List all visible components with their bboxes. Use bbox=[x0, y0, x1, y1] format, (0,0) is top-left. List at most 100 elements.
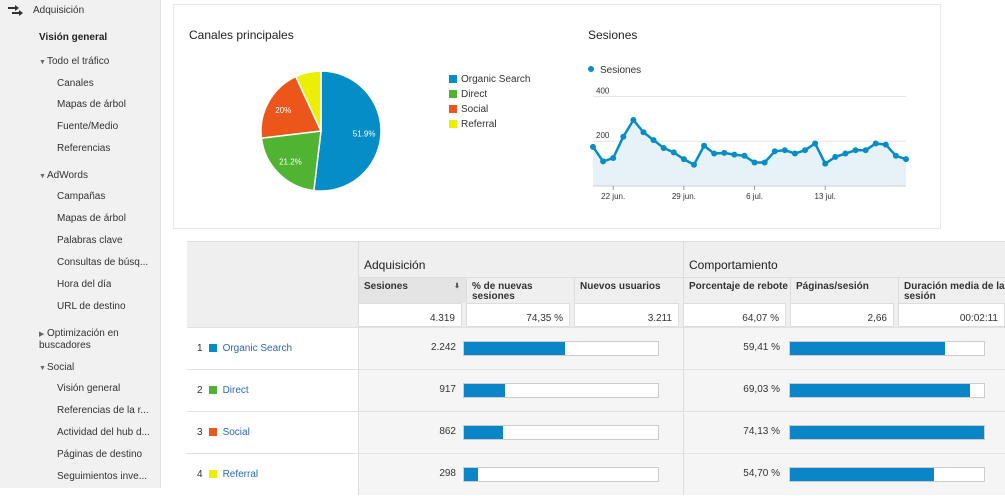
row-sessions-bar-fill bbox=[464, 426, 503, 439]
sessions-point[interactable] bbox=[761, 159, 768, 166]
row-sessions-value: 917 bbox=[439, 384, 456, 395]
sidebar-item-actividad-hub[interactable]: Actividad del hub d... bbox=[57, 427, 150, 438]
sidebar-item-vision-general[interactable]: Visión general bbox=[39, 32, 108, 43]
sidebar-item-mapas-arbol-adwords[interactable]: Mapas de árbol bbox=[57, 213, 126, 224]
sessions-point[interactable] bbox=[600, 158, 607, 165]
sessions-point[interactable] bbox=[862, 147, 869, 154]
table-header-empty-2 bbox=[187, 303, 358, 327]
sessions-point[interactable] bbox=[882, 141, 889, 148]
total-nuevos-usuarios: 3.211 bbox=[574, 303, 679, 327]
sidebar-item-seguimientos[interactable]: Seguimientos inve... bbox=[57, 471, 148, 482]
row-bounce-value: 69,03 % bbox=[743, 384, 780, 395]
sessions-point[interactable] bbox=[791, 150, 798, 157]
sessions-point[interactable] bbox=[670, 149, 677, 156]
sessions-point[interactable] bbox=[701, 142, 708, 149]
sessions-point[interactable] bbox=[731, 151, 738, 158]
table-row-name: 3 Social bbox=[187, 411, 358, 453]
sessions-point[interactable] bbox=[620, 133, 627, 140]
pie-slice-label: 21.2% bbox=[279, 158, 302, 167]
sessions-point[interactable] bbox=[751, 159, 758, 166]
column-header-rebote[interactable]: Porcentaje de rebote bbox=[683, 277, 790, 303]
sidebar-item-referencias[interactable]: Referencias bbox=[57, 143, 111, 154]
row-channel-link[interactable]: Organic Search bbox=[222, 343, 293, 354]
legend-item-organic[interactable]: Organic Search bbox=[449, 74, 530, 85]
sidebar-item-campanas[interactable]: Campañas bbox=[57, 191, 106, 202]
row-rank: 1 bbox=[197, 343, 203, 354]
legend-swatch bbox=[449, 90, 457, 98]
sessions-area bbox=[593, 119, 906, 186]
sessions-point[interactable] bbox=[832, 153, 839, 160]
sessions-point[interactable] bbox=[680, 156, 687, 163]
sessions-point[interactable] bbox=[771, 148, 778, 155]
sidebar-item-optimizacion[interactable]: ▶ Optimización en buscadores bbox=[39, 328, 119, 351]
sessions-point[interactable] bbox=[610, 155, 617, 162]
sidebar-item-consultas[interactable]: Consultas de búsq... bbox=[57, 257, 149, 268]
sessions-legend[interactable]: Sesiones bbox=[588, 65, 641, 76]
sessions-point[interactable] bbox=[852, 147, 859, 154]
sessions-point[interactable] bbox=[630, 116, 637, 123]
column-header-duracion[interactable]: Duración media de la sesión bbox=[898, 277, 1005, 303]
legend-item-referral[interactable]: Referral bbox=[449, 119, 497, 130]
row-bounce-bar bbox=[789, 341, 985, 356]
sidebar-item-hora-del-dia[interactable]: Hora del día bbox=[57, 279, 112, 290]
row-bounce-bar bbox=[789, 425, 985, 440]
row-color-swatch bbox=[208, 470, 217, 478]
pie-slice-referral[interactable] bbox=[294, 70, 322, 132]
sidebar-item-social[interactable]: ▼Social bbox=[39, 362, 75, 373]
sidebar-section-title[interactable]: Adquisición bbox=[33, 5, 85, 16]
channels-card-title: Canales principales bbox=[189, 28, 294, 42]
sessions-point[interactable] bbox=[741, 152, 748, 159]
sidebar-item-palabras-clave[interactable]: Palabras clave bbox=[57, 235, 123, 246]
column-header-sesiones[interactable]: Sesiones ⬇ bbox=[358, 277, 466, 303]
sessions-point[interactable] bbox=[590, 143, 596, 150]
pie-slice-direct[interactable] bbox=[260, 130, 322, 192]
sessions-point[interactable] bbox=[660, 144, 667, 151]
sessions-point[interactable] bbox=[903, 156, 909, 163]
sessions-point[interactable] bbox=[690, 161, 697, 168]
sidebar-item-fuente-medio[interactable]: Fuente/Medio bbox=[57, 121, 119, 132]
legend-dot bbox=[588, 66, 594, 72]
row-channel-link[interactable]: Social bbox=[222, 427, 250, 438]
sidebar-item-paginas-destino[interactable]: Páginas de destino bbox=[57, 449, 143, 460]
row-bounce-bar-fill bbox=[790, 468, 934, 481]
x-tick-label: 29 jun. bbox=[672, 192, 696, 201]
legend-item-social[interactable]: Social bbox=[449, 104, 488, 115]
sessions-point[interactable] bbox=[802, 147, 809, 154]
sessions-point[interactable] bbox=[650, 137, 657, 144]
pie-slice-social[interactable] bbox=[260, 75, 323, 139]
caret-down-icon: ▼ bbox=[39, 173, 46, 180]
row-rank: 4 bbox=[197, 469, 203, 480]
sessions-point[interactable] bbox=[872, 140, 879, 147]
sessions-point[interactable] bbox=[711, 150, 718, 157]
total-rebote: 64,07 % bbox=[683, 303, 786, 327]
legend-swatch bbox=[449, 120, 457, 128]
sidebar-item-mapas-arbol[interactable]: Mapas de árbol bbox=[57, 99, 126, 110]
column-header-nuevos-usuarios[interactable]: Nuevos usuarios bbox=[574, 277, 683, 303]
legend-item-direct[interactable]: Direct bbox=[449, 89, 487, 100]
sessions-point[interactable] bbox=[812, 140, 819, 147]
sidebar-item-adwords[interactable]: ▼AdWords bbox=[39, 170, 88, 181]
sidebar-item-todo-el-trafico[interactable]: ▼Todo el tráfico bbox=[39, 56, 110, 67]
row-channel-link[interactable]: Referral bbox=[222, 469, 259, 480]
sidebar-item-referencias-red[interactable]: Referencias de la r... bbox=[57, 405, 149, 416]
caret-down-icon: ▼ bbox=[39, 365, 46, 372]
x-tick-label: 22 jun. bbox=[601, 192, 625, 201]
sessions-point[interactable] bbox=[721, 149, 728, 156]
total-sesiones: 4.319 bbox=[358, 303, 462, 327]
sessions-point[interactable] bbox=[640, 129, 647, 136]
sessions-point[interactable] bbox=[892, 152, 899, 159]
row-channel-link[interactable]: Direct bbox=[222, 385, 249, 396]
sidebar-item-canales[interactable]: Canales bbox=[57, 78, 94, 89]
sessions-point[interactable] bbox=[822, 160, 829, 167]
sidebar-item-url-destino[interactable]: URL de destino bbox=[57, 301, 126, 312]
pie-slice-organic-search[interactable] bbox=[313, 70, 382, 192]
sessions-point[interactable] bbox=[781, 147, 788, 154]
column-header-paginas-sesion[interactable]: Páginas/sesión bbox=[790, 277, 898, 303]
column-header-nuevas-sesiones[interactable]: % de nuevas sesiones bbox=[466, 277, 574, 303]
totals-background bbox=[358, 303, 1005, 327]
sessions-point[interactable] bbox=[842, 150, 849, 157]
sidebar: Adquisición Visión general ▼Todo el tráf… bbox=[0, 0, 161, 488]
y-tick-label: 400 bbox=[596, 86, 610, 95]
sidebar-item-social-vision-general[interactable]: Visión general bbox=[57, 383, 121, 394]
row-color-swatch bbox=[208, 386, 217, 394]
